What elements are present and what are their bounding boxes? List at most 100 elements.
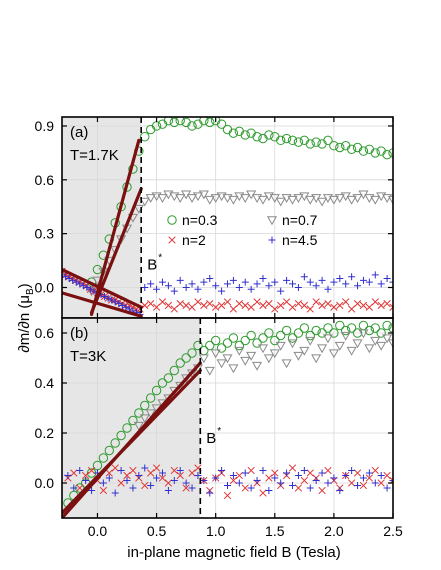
- data-point: [187, 121, 197, 131]
- data-point: [170, 287, 178, 295]
- data-point: [293, 328, 304, 338]
- data-point: [330, 303, 338, 311]
- data-point: [111, 464, 119, 472]
- data-point: [294, 472, 302, 479]
- data-point: [76, 280, 84, 288]
- data-point: [263, 192, 274, 202]
- data-point: [204, 366, 215, 376]
- data-point: [265, 487, 273, 494]
- data-point: [210, 335, 221, 346]
- data-point: [212, 474, 220, 482]
- data-point: [151, 385, 162, 396]
- panel-a: 0.0 0.3 0.6 0.9 (a) T=1.7K B * n=0.3 n=0.7 n=2 n=4.…: [35, 116, 394, 319]
- data-point: [306, 305, 314, 313]
- data-point: [353, 299, 362, 308]
- data-point: [376, 341, 387, 351]
- data-point: [79, 282, 87, 290]
- data-point: [306, 469, 314, 477]
- data-point: [389, 477, 393, 484]
- data-point: [229, 472, 237, 479]
- data-point: [64, 472, 72, 479]
- legend-marker: [168, 236, 176, 244]
- data-point: [145, 194, 156, 203]
- data-point: [293, 137, 304, 147]
- data-point: [353, 469, 362, 477]
- x-axis-label: in-plane magnetic field B (Tesla): [127, 544, 340, 561]
- data-point: [235, 299, 243, 308]
- data-point: [235, 471, 243, 480]
- data-point: [76, 467, 84, 474]
- data-point: [300, 476, 308, 485]
- data-point: [108, 296, 116, 304]
- data-point: [152, 464, 161, 472]
- data-point: [348, 273, 356, 281]
- data-point: [282, 298, 291, 306]
- data-point: [241, 469, 249, 477]
- data-point: [336, 275, 344, 283]
- data-point: [300, 273, 308, 281]
- data-point: [287, 135, 298, 146]
- data-point: [200, 278, 208, 286]
- data-point: [269, 349, 280, 359]
- data-point: [346, 346, 357, 356]
- data-point: [147, 469, 155, 477]
- y-tick-label: 0.4: [35, 375, 55, 391]
- panel-label: (a): [70, 124, 88, 141]
- data-point: [359, 301, 368, 310]
- data-point: [217, 301, 226, 310]
- data-point: [277, 479, 285, 487]
- data-point: [105, 469, 113, 477]
- data-point: [134, 408, 144, 418]
- data-point: [365, 278, 373, 286]
- data-point: [228, 364, 239, 374]
- data-point: [287, 333, 298, 343]
- data-point: [158, 278, 166, 286]
- data-point: [389, 278, 393, 286]
- bstar-superscript: *: [158, 253, 162, 264]
- data-point: [371, 479, 379, 487]
- data-point: [170, 466, 178, 475]
- data-point: [336, 487, 344, 494]
- data-point: [324, 299, 332, 308]
- data-point: [376, 328, 386, 338]
- data-point: [105, 474, 113, 482]
- data-point: [270, 335, 280, 346]
- data-point: [169, 365, 180, 376]
- y-tick-label: 0.9: [35, 118, 55, 134]
- data-point: [293, 194, 304, 203]
- data-point: [222, 338, 233, 348]
- data-point: [163, 117, 174, 126]
- data-point: [358, 329, 369, 339]
- data-point: [370, 323, 380, 333]
- data-point: [277, 301, 285, 310]
- data-point: [88, 487, 96, 494]
- data-point: [170, 305, 178, 313]
- data-point: [305, 330, 315, 341]
- data-point: [365, 474, 374, 482]
- data-point: [188, 280, 196, 288]
- data-point: [306, 278, 314, 286]
- fit-line: [89, 138, 141, 317]
- data-point: [175, 117, 185, 126]
- data-point: [228, 195, 239, 205]
- data-point: [175, 358, 185, 368]
- data-point: [206, 489, 214, 497]
- x-tick-label: 2.5: [383, 523, 403, 539]
- data-point: [383, 484, 391, 492]
- data-point: [271, 305, 279, 313]
- bstar-label: B: [206, 430, 216, 447]
- data-point: [157, 378, 168, 388]
- data-point: [359, 276, 367, 284]
- data-point: [382, 334, 393, 344]
- data-point: [135, 472, 143, 479]
- temperature-label: T=3K: [70, 348, 106, 365]
- data-point: [294, 299, 303, 308]
- data-point: [318, 486, 326, 495]
- data-point: [389, 303, 393, 311]
- y-tick-label: 0.0: [35, 475, 55, 491]
- data-point: [246, 351, 257, 361]
- data-point: [117, 479, 125, 487]
- data-point: [62, 273, 70, 281]
- data-point: [317, 328, 327, 338]
- data-point: [359, 474, 367, 482]
